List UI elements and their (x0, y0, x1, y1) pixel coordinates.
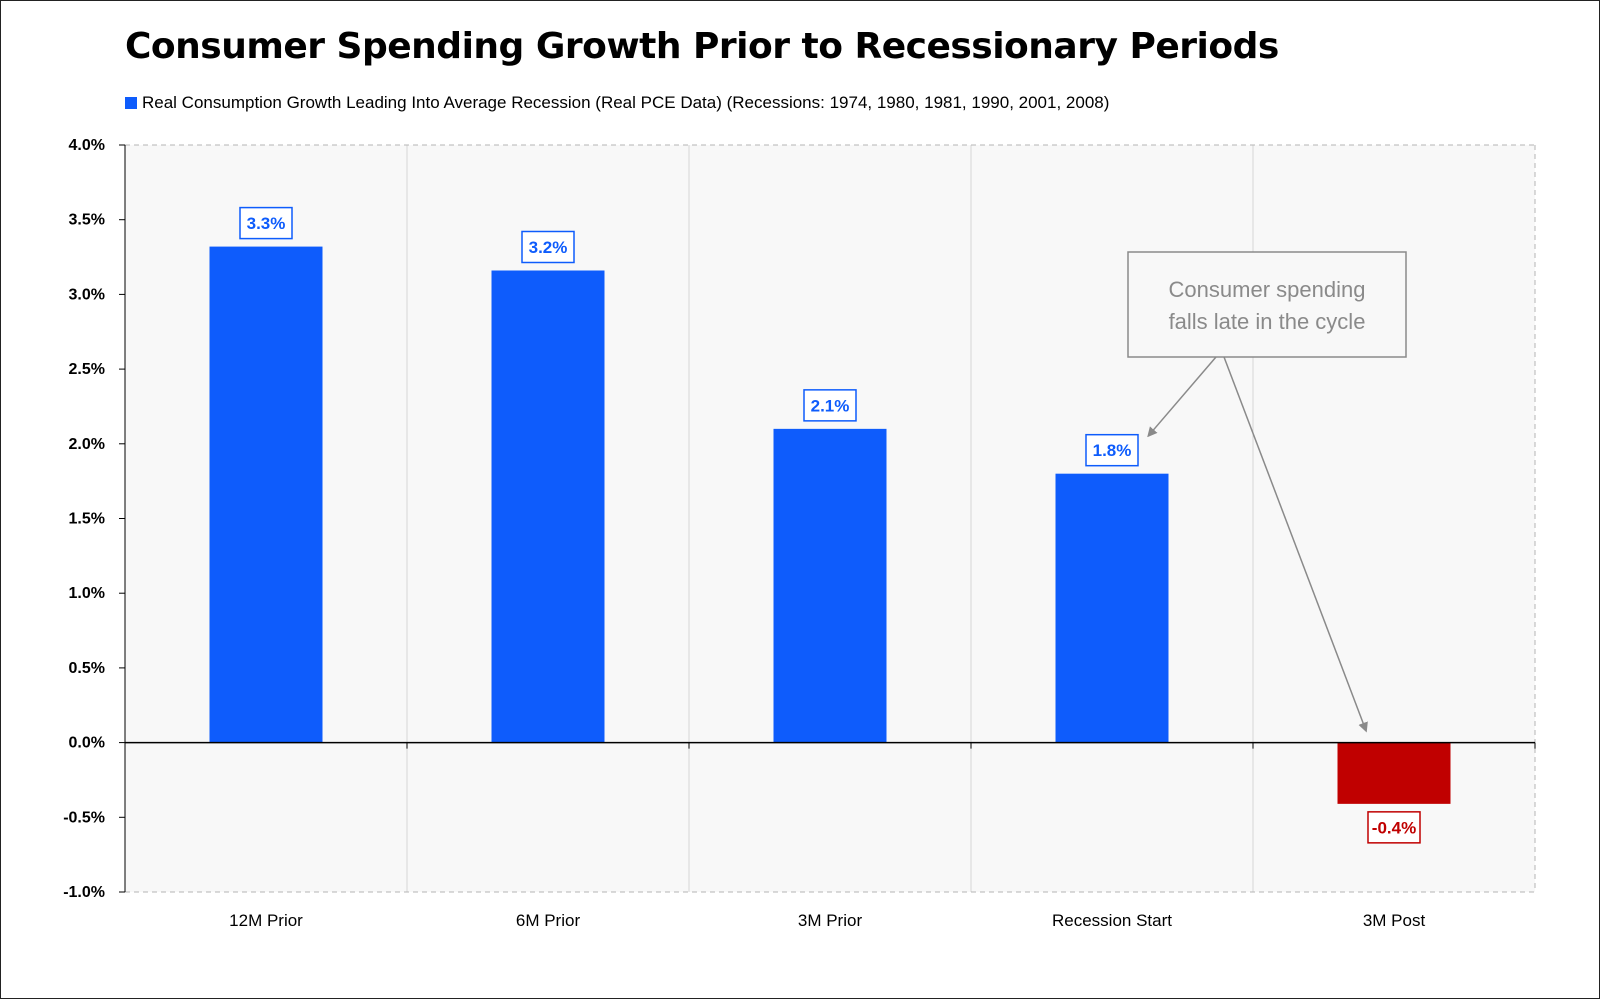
x-tick-label: 3M Prior (798, 911, 863, 930)
data-label-box (521, 230, 575, 264)
data-label: 3.3% (247, 214, 286, 233)
x-tick-label: Recession Start (1052, 911, 1172, 930)
x-tick-label: 6M Prior (516, 911, 581, 930)
y-tick-label: 3.5% (69, 212, 105, 229)
data-label-box (239, 206, 293, 240)
legend: Real Consumption Growth Leading Into Ave… (125, 93, 1109, 113)
data-label-box (803, 389, 857, 422)
data-label: 2.1% (811, 396, 850, 415)
bar (491, 270, 605, 743)
annotation-text: Consumer spending (1169, 277, 1366, 302)
y-tick-label: 0.0% (69, 735, 105, 752)
x-tick-label: 12M Prior (229, 911, 303, 930)
data-label-box (1085, 433, 1139, 467)
bar (209, 246, 323, 743)
y-tick-label: 2.0% (69, 436, 105, 453)
bar (773, 428, 887, 743)
y-tick-label: 1.0% (69, 585, 105, 602)
y-tick-label: 3.0% (69, 286, 105, 303)
legend-label: Real Consumption Growth Leading Into Ave… (142, 93, 1110, 112)
annotation-text: falls late in the cycle (1169, 309, 1366, 334)
y-tick-label: 0.5% (69, 660, 105, 677)
y-tick-label: -0.5% (63, 809, 105, 826)
bar (1055, 473, 1169, 743)
legend-swatch (125, 97, 137, 109)
annotation-box (1127, 251, 1407, 358)
y-tick-label: -1.0% (63, 884, 105, 901)
y-tick-label: 4.0% (69, 137, 105, 154)
annotation-arrow (1223, 356, 1368, 733)
data-label: 3.2% (529, 238, 568, 257)
annotation-arrow (1147, 356, 1217, 438)
y-tick-label: 1.5% (69, 511, 105, 528)
x-tick-label: 3M Post (1363, 911, 1426, 930)
data-label: 1.8% (1093, 441, 1132, 460)
chart-title: Consumer Spending Growth Prior to Recess… (125, 26, 1279, 67)
data-label-box (1367, 811, 1421, 844)
data-label: -0.4% (1372, 818, 1416, 837)
y-tick-label: 2.5% (69, 361, 105, 378)
bar (1337, 742, 1451, 804)
